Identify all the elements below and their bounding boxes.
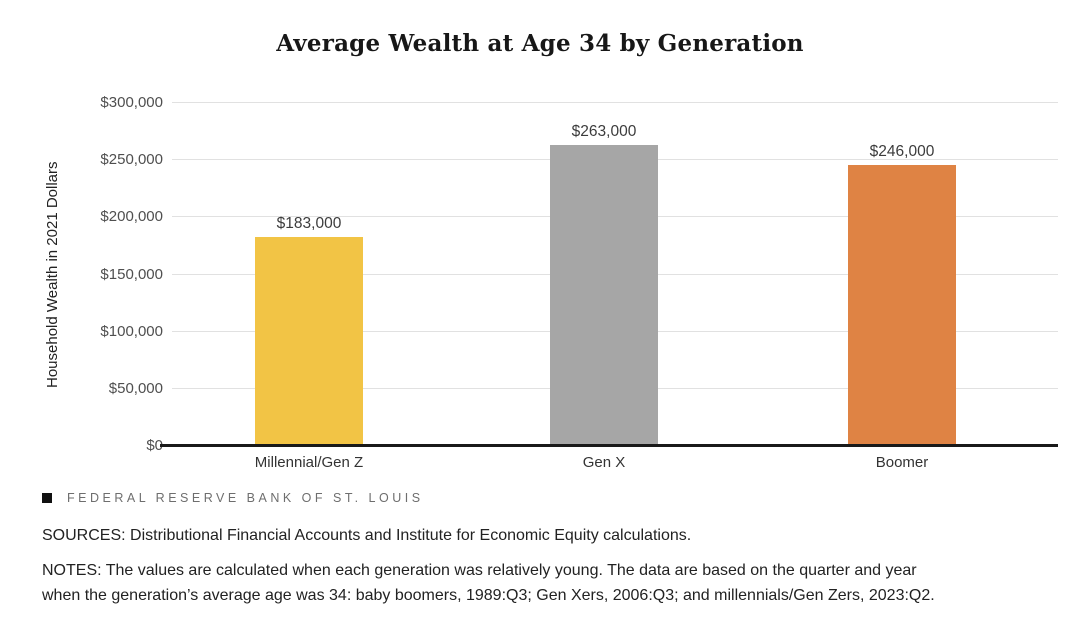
brand-attribution: FEDERAL RESERVE BANK OF ST. LOUIS (42, 491, 424, 505)
x-category-label-gen-x: Gen X (582, 454, 626, 471)
brand-name: FEDERAL RESERVE BANK OF ST. LOUIS (67, 491, 424, 505)
bar-value-label-gen-x: $263,000 (571, 123, 637, 141)
sources-note: SOURCES: Distributional Financial Accoun… (42, 527, 692, 544)
y-tick-label: $300,000 (100, 94, 163, 111)
chart-notes-line-2: when the generation’s average age was 34… (42, 587, 935, 604)
y-tick-label: $200,000 (100, 208, 163, 226)
chart-title: Average Wealth at Age 34 by Generation (276, 30, 804, 57)
gridline (172, 102, 1058, 103)
y-tick-label: $250,000 (100, 151, 163, 169)
plot-area: $183,000 Millennial/Gen Z $263,000 Gen X $24… (160, 102, 1058, 471)
y-axis-tick-labels: $0 $50,000 $100,000 $150,000 $200,000 $250,00… (0, 94, 163, 454)
bar-value-label-millennial-gen-z: $183,000 (276, 214, 342, 232)
bar-value-label-boomer: $246,000 (869, 142, 935, 160)
chart-notes: NOTES: The values are calculated when ea… (42, 558, 935, 608)
square-icon (42, 493, 52, 503)
bar-boomer (848, 164, 956, 446)
y-tick-label: $150,000 (100, 265, 163, 283)
y-tick-label: $0 (146, 437, 163, 454)
y-tick-label: $50,000 (108, 379, 163, 397)
bar-millennial-gen-z (255, 236, 363, 446)
x-category-label-millennial-gen-z: Millennial/Gen Z (254, 454, 364, 471)
chart-notes-line-1: NOTES: The values are calculated when ea… (42, 562, 917, 579)
x-axis-line (160, 444, 1058, 447)
x-category-label-boomer: Boomer (875, 454, 929, 471)
y-tick-label: $100,000 (100, 322, 163, 340)
bar-gen-x (550, 145, 658, 446)
